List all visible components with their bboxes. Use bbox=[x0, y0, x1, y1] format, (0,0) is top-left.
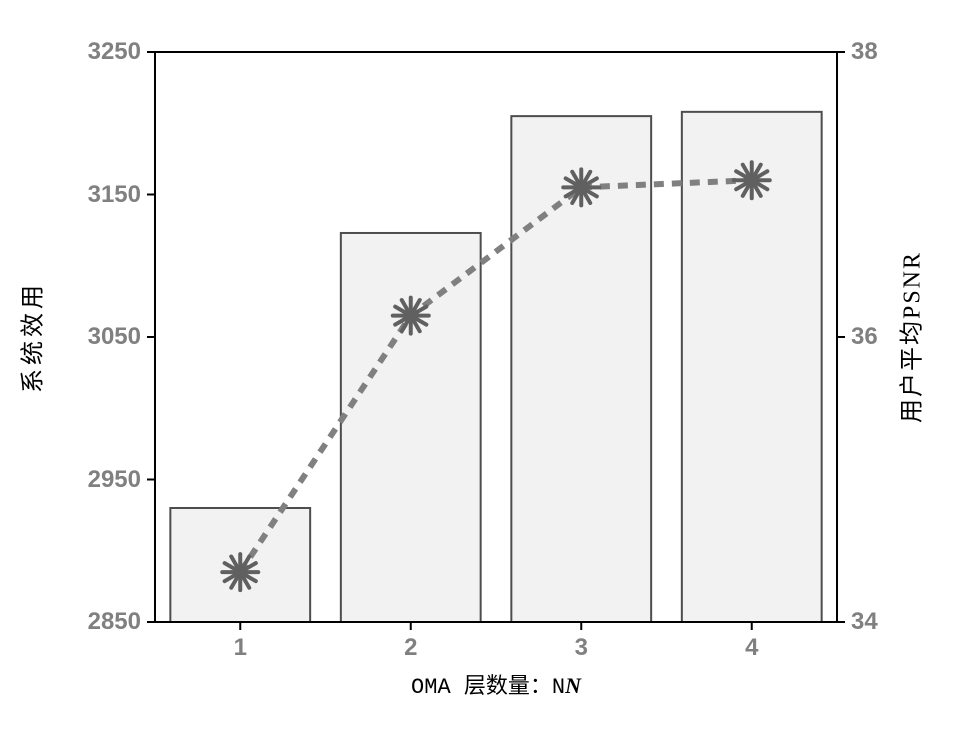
y-right-axis-label: 用户平均PSNR bbox=[892, 251, 927, 423]
x-tick-label: 2 bbox=[404, 634, 417, 662]
y-left-tick-label: 3250 bbox=[88, 38, 141, 66]
y-left-tick-label: 2850 bbox=[88, 608, 141, 636]
x-tick-label: 3 bbox=[575, 634, 588, 662]
bar bbox=[341, 233, 481, 622]
x-axis-label: OMA 层数量：NN bbox=[411, 668, 581, 700]
y-right-tick-label: 34 bbox=[851, 608, 878, 636]
y-right-tick-label: 36 bbox=[851, 323, 878, 351]
y-right-tick-label: 38 bbox=[851, 38, 878, 66]
y-left-axis-label: 系统效用 bbox=[13, 281, 48, 393]
chart-svg bbox=[0, 20, 957, 719]
y-left-tick-label: 2950 bbox=[88, 466, 141, 494]
y-left-tick-label: 3050 bbox=[88, 323, 141, 351]
x-tick-label: 1 bbox=[234, 634, 247, 662]
y-left-tick-label: 3150 bbox=[88, 181, 141, 209]
x-tick-label: 4 bbox=[745, 634, 758, 662]
chart-container: 285029503050315032503436381234OMA 层数量：NN… bbox=[0, 20, 957, 719]
